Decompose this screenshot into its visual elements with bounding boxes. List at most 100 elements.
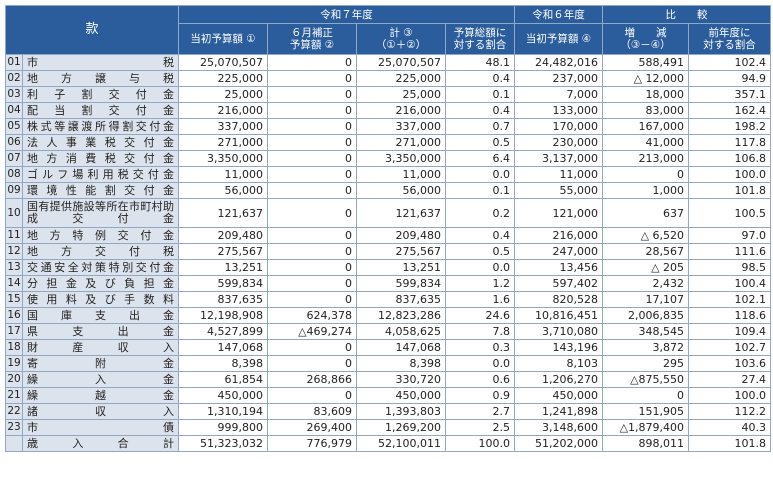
total-r6: 51,202,000 — [514, 435, 604, 452]
row-name: 配当割交付金 — [21, 102, 180, 119]
cell-diff: 637 — [602, 198, 690, 228]
cell-ratio: 0.6 — [445, 371, 516, 388]
table-row: 12 地方交付税 275,567 0 275,567 0.5 247,000 28,567 11… — [5, 243, 772, 260]
cell-ratio: 0.3 — [445, 339, 516, 356]
cell-initial: 25,000 — [178, 86, 269, 103]
cell-total: 330,720 — [356, 371, 447, 388]
row-name: 地方消費税交付金 — [21, 150, 180, 167]
cell-june: 0 — [267, 387, 358, 404]
cell-diff: △ 205 — [602, 259, 690, 276]
table-row: 13 交通安全対策特別交付金 13,251 0 13,251 0.0 13,456 △ 205… — [5, 259, 772, 276]
cell-initial: 11,000 — [178, 166, 269, 183]
cell-ratio: 0.4 — [445, 70, 516, 87]
cell-prev-ratio: 94.9 — [688, 70, 772, 87]
cell-prev-ratio: 117.8 — [688, 134, 772, 151]
table-row: 22 諸収入 1,310,194 83,609 1,393,803 2.7 1,241,89… — [5, 403, 772, 420]
cell-total: 11,000 — [356, 166, 447, 183]
cell-initial: 56,000 — [178, 182, 269, 199]
cell-total: 1,269,200 — [356, 419, 447, 436]
row-number: 15 — [5, 291, 23, 308]
cell-r6: 3,148,600 — [514, 419, 604, 436]
cell-initial: 225,000 — [178, 70, 269, 87]
total-diff: 898,011 — [602, 435, 690, 452]
cell-ratio: 48.1 — [445, 54, 516, 71]
header-comparison: 比 較 — [602, 5, 772, 24]
cell-ratio: 0.0 — [445, 355, 516, 372]
table-row: 14 分担金及び負担金 599,834 0 599,834 1.2 597,402 2,432… — [5, 275, 772, 292]
table-row: 19 寄附金 8,398 0 8,398 0.0 8,103 295 103.6 — [5, 355, 772, 372]
cell-prev-ratio: 106.8 — [688, 150, 772, 167]
cell-ratio: 24.6 — [445, 307, 516, 324]
cell-june: 0 — [267, 70, 358, 87]
cell-initial: 4,527,899 — [178, 323, 269, 340]
cell-total: 3,350,000 — [356, 150, 447, 167]
cell-total: 209,480 — [356, 227, 447, 244]
cell-initial: 837,635 — [178, 291, 269, 308]
row-number: 04 — [5, 102, 23, 119]
cell-diff: 348,545 — [602, 323, 690, 340]
cell-ratio: 1.2 — [445, 275, 516, 292]
cell-initial: 3,350,000 — [178, 150, 269, 167]
cell-ratio: 7.8 — [445, 323, 516, 340]
row-number: 10 — [5, 198, 23, 228]
cell-diff: △1,879,400 — [602, 419, 690, 436]
cell-r6: 1,206,270 — [514, 371, 604, 388]
cell-ratio: 0.5 — [445, 134, 516, 151]
total-no-cell — [5, 435, 23, 452]
cell-prev-ratio: 100.0 — [688, 387, 772, 404]
cell-r6: 13,456 — [514, 259, 604, 276]
row-name: 繰入金 — [21, 371, 180, 388]
cell-june: 0 — [267, 259, 358, 276]
row-name: 国有提供施設等所在市町村助成交付金 — [21, 198, 180, 228]
cell-initial: 337,000 — [178, 118, 269, 135]
cell-ratio: 0.5 — [445, 243, 516, 260]
cell-diff: 41,000 — [602, 134, 690, 151]
cell-initial: 216,000 — [178, 102, 269, 119]
cell-june: 0 — [267, 339, 358, 356]
cell-june: 0 — [267, 291, 358, 308]
total-total: 52,100,011 — [356, 435, 447, 452]
cell-r6: 24,482,016 — [514, 54, 604, 71]
cell-total: 8,398 — [356, 355, 447, 372]
cell-ratio: 2.7 — [445, 403, 516, 420]
cell-r6: 237,000 — [514, 70, 604, 87]
row-name: 寄附金 — [21, 355, 180, 372]
cell-diff: 17,107 — [602, 291, 690, 308]
cell-prev-ratio: 98.5 — [688, 259, 772, 276]
cell-total: 275,567 — [356, 243, 447, 260]
cell-ratio: 0.4 — [445, 227, 516, 244]
row-number: 20 — [5, 371, 23, 388]
cell-total: 121,637 — [356, 198, 447, 228]
row-name: 国庫支出金 — [21, 307, 180, 324]
cell-june: 0 — [267, 243, 358, 260]
cell-prev-ratio: 100.4 — [688, 275, 772, 292]
cell-initial: 450,000 — [178, 387, 269, 404]
cell-prev-ratio: 111.6 — [688, 243, 772, 260]
cell-ratio: 0.7 — [445, 118, 516, 135]
row-name: 地方交付税 — [21, 243, 180, 260]
row-number: 05 — [5, 118, 23, 135]
total-prev-ratio: 101.8 — [688, 435, 772, 452]
cell-total: 25,070,507 — [356, 54, 447, 71]
cell-june: 83,609 — [267, 403, 358, 420]
row-number: 19 — [5, 355, 23, 372]
row-number: 01 — [5, 54, 23, 71]
cell-total: 1,393,803 — [356, 403, 447, 420]
cell-total: 225,000 — [356, 70, 447, 87]
table-row: 18 財産収入 147,068 0 147,068 0.3 143,196 3,872 102.… — [5, 339, 772, 356]
cell-ratio: 0.1 — [445, 86, 516, 103]
cell-june: 624,378 — [267, 307, 358, 324]
table-row: 03 利子割交付金 25,000 0 25,000 0.1 7,000 18,000 357.1 — [5, 86, 772, 103]
cell-diff: 0 — [602, 387, 690, 404]
table-row: 16 国庫支出金 12,198,908 624,378 12,823,286 24.6 10… — [5, 307, 772, 324]
cell-prev-ratio: 27.4 — [688, 371, 772, 388]
cell-prev-ratio: 97.0 — [688, 227, 772, 244]
table-row: 01 市税 25,070,507 0 25,070,507 48.1 24,482,016 5… — [5, 54, 772, 71]
row-name: 使用料及び手数料 — [21, 291, 180, 308]
table-row: 15 使用料及び手数料 837,635 0 837,635 1.6 820,528 17,10… — [5, 291, 772, 308]
row-number: 18 — [5, 339, 23, 356]
cell-initial: 599,834 — [178, 275, 269, 292]
cell-prev-ratio: 109.4 — [688, 323, 772, 340]
cell-r6: 247,000 — [514, 243, 604, 260]
row-name: 地方譲与税 — [21, 70, 180, 87]
